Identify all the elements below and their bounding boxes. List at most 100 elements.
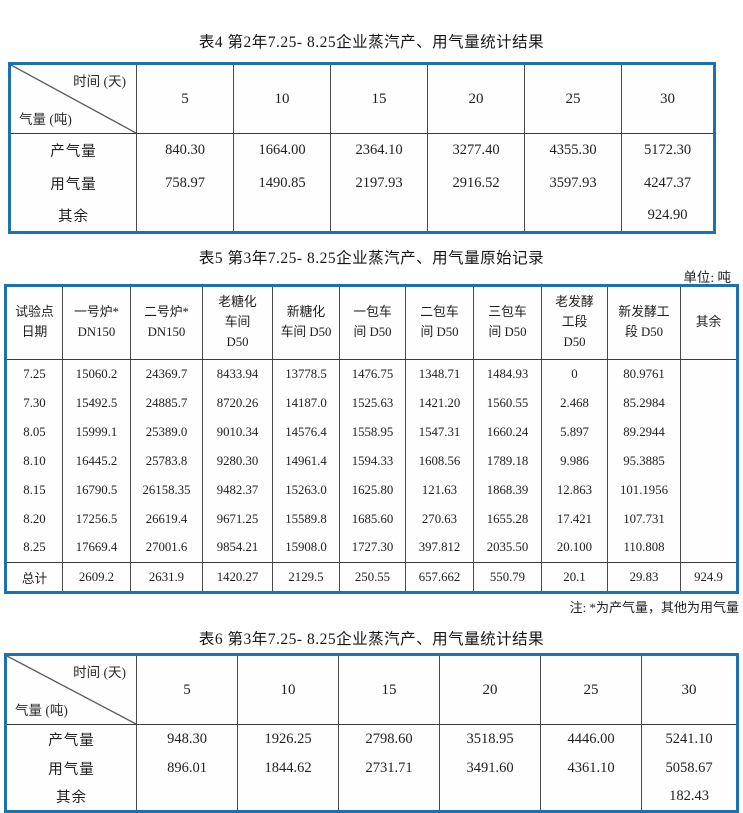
diagonal-line bbox=[7, 656, 136, 724]
value-cell bbox=[237, 782, 339, 812]
value-cell bbox=[540, 782, 642, 812]
date-cell: 8.10 bbox=[23, 453, 46, 468]
table4: 时间 (天) 气量 (吨) 5 10 15 20 25 30 产气量 840.3… bbox=[8, 62, 716, 234]
value-cell: 9671.25 bbox=[202, 504, 273, 534]
column-header: 20 bbox=[427, 63, 525, 134]
value-cell: 24369.7 bbox=[130, 359, 203, 389]
value-cell: 1547.31 bbox=[405, 417, 474, 447]
value-cell: 17.421 bbox=[541, 504, 608, 534]
value-cell: 0 bbox=[541, 359, 608, 389]
row-label: 产气量 bbox=[48, 732, 95, 749]
value-cell: 15060.2 bbox=[62, 359, 131, 389]
value-cell: 270.63 bbox=[405, 504, 474, 534]
value-cell: 657.662 bbox=[405, 562, 474, 593]
value-cell: 1868.39 bbox=[473, 475, 542, 505]
value-cell: 3518.95 bbox=[439, 724, 541, 754]
value-cell: 14187.0 bbox=[272, 388, 340, 418]
table-row: 用气量 758.97 1490.85 2197.93 2916.52 3597.… bbox=[10, 166, 715, 200]
column-header: 其余 bbox=[680, 285, 738, 360]
value-cell: 25783.8 bbox=[130, 446, 203, 476]
column-header: 10 bbox=[237, 654, 339, 725]
corner-label-volume: 气量 (吨) bbox=[15, 703, 68, 718]
column-header: 三包车 间 D50 bbox=[473, 285, 542, 360]
value-cell: 95.3885 bbox=[607, 446, 681, 476]
value-cell: 9.986 bbox=[541, 446, 608, 476]
value-cell: 5058.67 bbox=[641, 753, 738, 783]
value-cell: 1421.20 bbox=[405, 388, 474, 418]
value-cell: 896.01 bbox=[136, 753, 238, 783]
value-cell: 16790.5 bbox=[62, 475, 131, 505]
value-cell: 1608.56 bbox=[405, 446, 474, 476]
column-header: 5 bbox=[136, 654, 238, 725]
value-cell: 101.1956 bbox=[607, 475, 681, 505]
table5-title: 表5 第3年7.25- 8.25企业蒸汽产、用气量原始记录 bbox=[198, 250, 545, 267]
value-cell: 2035.50 bbox=[473, 533, 542, 563]
total-row: 总计 2609.2 2631.9 1420.27 2129.5 250.55 6… bbox=[5, 562, 738, 593]
value-cell: 2916.52 bbox=[427, 166, 525, 200]
column-header: 二号炉* DN150 bbox=[130, 285, 203, 360]
value-cell: 5.897 bbox=[541, 417, 608, 447]
column-header: 老糖化 车间 D50 bbox=[202, 285, 273, 360]
column-header: 5 bbox=[136, 63, 234, 134]
value-cell: 13778.5 bbox=[272, 359, 340, 389]
value-cell: 9010.34 bbox=[202, 417, 273, 447]
value-cell: 25389.0 bbox=[130, 417, 203, 447]
column-header: 20 bbox=[439, 654, 541, 725]
value-cell: 85.2984 bbox=[607, 388, 681, 418]
value-cell: 2609.2 bbox=[62, 562, 131, 593]
value-cell bbox=[680, 359, 738, 389]
value-cell: 1484.93 bbox=[473, 359, 542, 389]
column-header: 新糖化 车间 D50 bbox=[272, 285, 340, 360]
row-label: 用气量 bbox=[48, 761, 95, 778]
column-header: 15 bbox=[330, 63, 428, 134]
diagonal-line bbox=[11, 65, 136, 133]
value-cell: 2.468 bbox=[541, 388, 608, 418]
value-cell: 1789.18 bbox=[473, 446, 542, 476]
date-cell: 8.20 bbox=[23, 511, 46, 526]
value-cell: 15492.5 bbox=[62, 388, 131, 418]
value-cell: 1655.28 bbox=[473, 504, 542, 534]
value-cell: 924.9 bbox=[680, 562, 738, 593]
value-cell: 8433.94 bbox=[202, 359, 273, 389]
value-cell: 20.1 bbox=[541, 562, 608, 593]
value-cell: 397.812 bbox=[405, 533, 474, 563]
value-cell: 2129.5 bbox=[272, 562, 340, 593]
row-label: 其余 bbox=[58, 208, 89, 225]
value-cell: 1476.75 bbox=[339, 359, 406, 389]
table-row: 8.10 16445.2 25783.8 9280.30 14961.4 159… bbox=[6, 446, 738, 476]
table-row: 产气量 840.30 1664.00 2364.10 3277.40 4355.… bbox=[10, 133, 715, 167]
date-cell: 8.05 bbox=[23, 424, 46, 439]
value-cell: 110.808 bbox=[607, 533, 681, 563]
value-cell bbox=[680, 533, 738, 563]
column-header: 15 bbox=[338, 654, 440, 725]
value-cell: 4446.00 bbox=[540, 724, 642, 754]
table-row: 用气量 896.01 1844.62 2731.71 3491.60 4361.… bbox=[6, 753, 738, 783]
value-cell: 840.30 bbox=[136, 133, 234, 167]
table4-header-row: 时间 (天) 气量 (吨) 5 10 15 20 25 30 bbox=[9, 63, 715, 134]
column-header: 一包车 间 D50 bbox=[339, 285, 406, 360]
column-header: 25 bbox=[524, 63, 622, 134]
value-cell: 24885.7 bbox=[130, 388, 203, 418]
column-header: 老发酵 工段 D50 bbox=[541, 285, 608, 360]
value-cell: 1490.85 bbox=[233, 166, 331, 200]
value-cell bbox=[680, 504, 738, 534]
value-cell: 15263.0 bbox=[272, 475, 340, 505]
table-row: 其余 182.43 bbox=[6, 782, 738, 812]
unit-label: 单位: 吨 bbox=[683, 270, 731, 285]
value-cell: 1926.25 bbox=[237, 724, 339, 754]
table-row: 8.20 17256.5 26619.4 9671.25 15589.8 168… bbox=[6, 504, 738, 534]
value-cell: 20.100 bbox=[541, 533, 608, 563]
table6-corner-cell: 时间 (天) 气量 (吨) bbox=[5, 654, 137, 725]
table5-header-row: 试验点 日期 一号炉* DN150 二号炉* DN150 老糖化 车间 D50 … bbox=[5, 285, 738, 360]
date-cell: 7.30 bbox=[23, 395, 46, 410]
column-header: 10 bbox=[233, 63, 331, 134]
corner-label-time: 时间 (天) bbox=[73, 74, 126, 89]
column-header: 一号炉* DN150 bbox=[62, 285, 131, 360]
value-cell: 14576.4 bbox=[272, 417, 340, 447]
value-cell: 2731.71 bbox=[338, 753, 440, 783]
corner-label-time: 时间 (天) bbox=[73, 665, 126, 680]
value-cell: 1348.71 bbox=[405, 359, 474, 389]
table-row: 8.05 15999.1 25389.0 9010.34 14576.4 155… bbox=[6, 417, 738, 447]
value-cell: 15999.1 bbox=[62, 417, 131, 447]
value-cell: 4361.10 bbox=[540, 753, 642, 783]
